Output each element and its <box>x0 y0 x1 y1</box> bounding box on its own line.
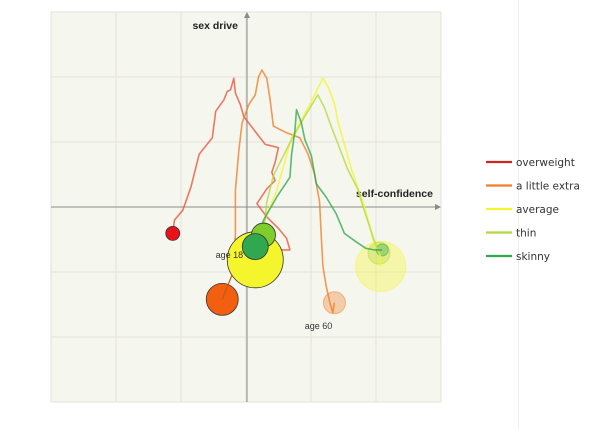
end-bubble-1 <box>322 291 346 315</box>
legend-label-3: thin <box>516 228 536 240</box>
divider <box>518 0 519 429</box>
legend-label-2: average <box>516 204 559 216</box>
annotation-1: age 60 <box>305 321 333 331</box>
x-axis-title: self-confidence <box>356 188 433 200</box>
series-line-4 <box>254 108 383 251</box>
start-bubble-skinny <box>241 233 269 261</box>
legend-label-4: skinny <box>516 251 550 263</box>
series-line-3 <box>262 94 380 254</box>
series-line-1 <box>233 69 336 314</box>
legend-label-0: overweight <box>516 157 575 169</box>
start-tick <box>221 274 233 300</box>
start-point-0 <box>165 225 181 241</box>
y-axis-title: sex drive <box>192 20 238 32</box>
y-axis-arrow <box>244 12 250 18</box>
legend-label-1: a little extra <box>516 181 580 193</box>
annotation-0: age 18 <box>216 250 244 260</box>
series-line-0 <box>172 77 291 254</box>
x-axis-arrow <box>435 204 441 210</box>
